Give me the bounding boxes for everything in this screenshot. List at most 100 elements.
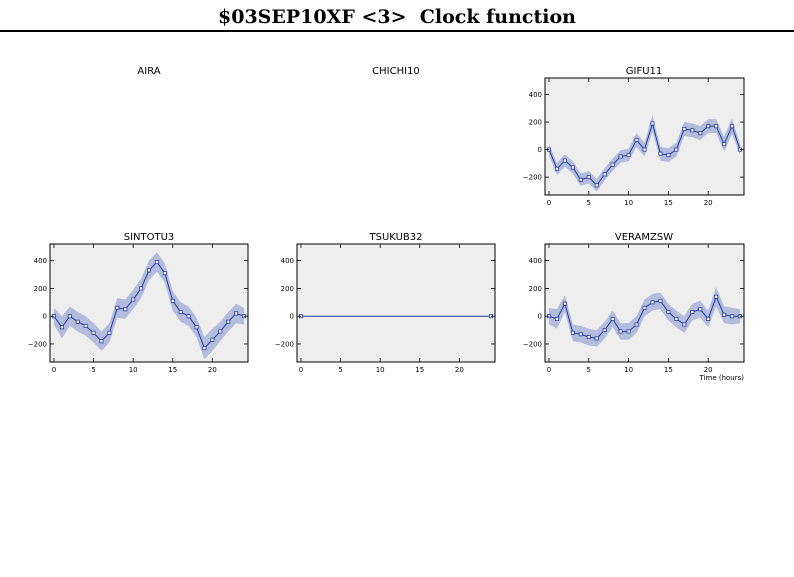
data-point — [730, 124, 735, 129]
data-point — [706, 316, 711, 321]
data-point — [570, 165, 575, 170]
data-point — [139, 286, 144, 291]
data-point — [610, 316, 615, 321]
data-point — [602, 328, 607, 333]
x-tick-label: 10 — [376, 366, 385, 374]
data-point — [642, 147, 647, 152]
title-rule — [0, 30, 794, 32]
x-tick-label: 20 — [704, 199, 713, 207]
x-tick-label: 15 — [415, 366, 424, 374]
x-tick-label: 15 — [664, 366, 673, 374]
panel-tsukub32: TSUKUB32 −200 0 200 400 0 5 10 15 20 — [275, 232, 496, 374]
x-tick-label: 10 — [129, 366, 138, 374]
x-tick-label: 0 — [52, 366, 56, 374]
axes-frame-sintotu3 — [49, 243, 249, 363]
data-point — [714, 294, 719, 299]
x-tick-label: 10 — [624, 366, 633, 374]
data-point — [698, 307, 703, 312]
data-point — [730, 314, 735, 319]
y-tick-label: 400 — [281, 257, 294, 265]
panel-title-chichi10: CHICHI10 — [372, 66, 420, 77]
y-tick-label: 400 — [34, 257, 47, 265]
data-point — [154, 260, 159, 265]
data-point — [83, 323, 88, 328]
data-point — [91, 330, 96, 335]
data-point — [714, 124, 719, 129]
x-tick-label: 5 — [338, 366, 342, 374]
data-point — [186, 314, 191, 319]
data-point — [610, 162, 615, 167]
x-tick-label: 0 — [299, 366, 303, 374]
data-point — [178, 310, 183, 315]
data-point — [682, 126, 687, 131]
panel-title-veramzsw: VERAMZSW — [615, 232, 673, 243]
plot-area-tsukub32 — [297, 244, 495, 362]
data-point — [626, 153, 631, 158]
data-point — [210, 337, 215, 342]
data-point — [146, 268, 151, 273]
error-band-sintotu3 — [53, 252, 245, 360]
data-point — [99, 339, 104, 344]
x-tick-label: 5 — [587, 366, 591, 374]
y-tick-label: 200 — [529, 285, 542, 293]
x-tick-label: 20 — [704, 366, 713, 374]
data-point — [170, 298, 175, 303]
data-point — [722, 312, 727, 317]
y-tick-label: −200 — [275, 340, 294, 348]
axes-frame-veramzsw — [544, 243, 745, 363]
data-point — [666, 153, 671, 158]
data-point — [75, 319, 80, 324]
y-tick-label: 400 — [529, 91, 542, 99]
x-tick-label: 15 — [664, 199, 673, 207]
data-point — [618, 329, 623, 334]
data-point — [194, 325, 199, 330]
axes-frame-tsukub32 — [296, 243, 496, 363]
data-point — [706, 124, 711, 129]
y-tick-label: −200 — [28, 340, 47, 348]
page-title: $03SEP10XF <3> Clock function — [218, 6, 576, 28]
error-band-veramzsw — [548, 287, 741, 347]
panel-title-aira: AIRA — [137, 66, 160, 77]
x-tick-label: 15 — [168, 366, 177, 374]
data-point — [618, 154, 623, 159]
panel-aira: AIRA — [137, 66, 160, 77]
data-point — [690, 310, 695, 315]
data-point — [67, 314, 72, 319]
data-point — [107, 330, 112, 335]
x-tick-label: 0 — [547, 366, 551, 374]
data-point — [698, 131, 703, 136]
data-point — [115, 305, 120, 310]
y-tick-label: −200 — [523, 174, 542, 182]
data-point — [666, 310, 671, 315]
data-point — [578, 332, 583, 337]
error-band-gifu11 — [548, 115, 741, 192]
y-tick-label: 400 — [529, 257, 542, 265]
data-point — [690, 128, 695, 133]
x-tick-label: 20 — [455, 366, 464, 374]
data-point — [674, 147, 679, 152]
y-tick-label: 0 — [290, 313, 294, 321]
data-point — [650, 121, 655, 126]
data-point — [578, 177, 583, 182]
data-point — [682, 322, 687, 327]
data-point — [562, 301, 567, 306]
panel-sintotu3: SINTOTU3 −200 0 200 400 0 5 10 15 20 — [28, 232, 249, 374]
data-point — [642, 305, 647, 310]
panel-title-gifu11: GIFU11 — [626, 66, 663, 77]
panel-chichi10: CHICHI10 — [372, 66, 420, 77]
y-tick-label: 200 — [529, 119, 542, 127]
data-point — [162, 271, 167, 276]
x-tick-label: 20 — [208, 366, 217, 374]
x-axis-label: Time (hours) — [699, 374, 745, 382]
plot-area-gifu11 — [545, 78, 744, 195]
data-point — [554, 166, 559, 171]
panel-title-tsukub32: TSUKUB32 — [369, 232, 423, 243]
x-tick-label: 5 — [91, 366, 95, 374]
y-tick-label: 0 — [538, 313, 542, 321]
data-point — [650, 300, 655, 305]
data-point — [202, 346, 207, 351]
data-point — [674, 316, 679, 321]
data-point — [602, 172, 607, 177]
data-point — [59, 325, 64, 330]
y-tick-label: 0 — [43, 313, 47, 321]
